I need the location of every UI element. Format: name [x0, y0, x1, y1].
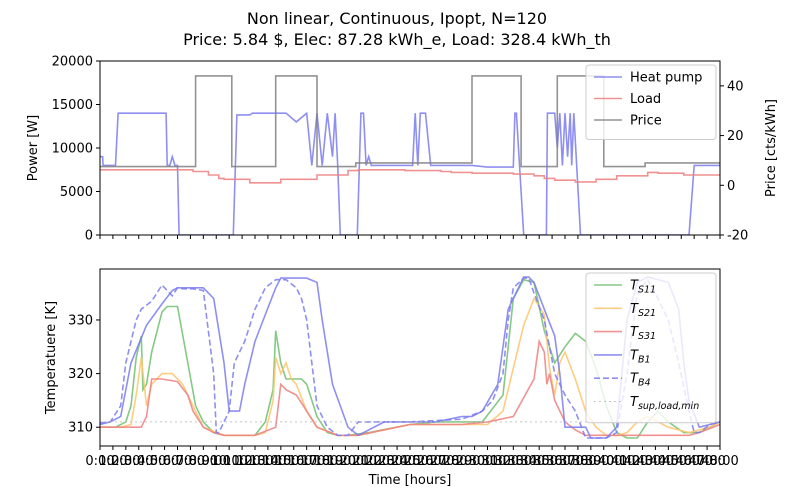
legend-box [585, 272, 717, 424]
figure-title-line2: Price: 5.84 $, Elec: 87.28 kWh_e, Load: … [183, 30, 611, 50]
xtick-label: 22:00 [365, 454, 402, 469]
xtick-label: 27:00 [430, 454, 467, 469]
xtick-label: 19:00 [327, 454, 364, 469]
ylabel: Power [W] [26, 115, 41, 181]
xtick-label: 40:00 [598, 454, 635, 469]
ytick-label: 10000 [52, 142, 93, 157]
xtick-label: 24:00 [391, 454, 428, 469]
ytick-label: 5000 [60, 185, 93, 200]
xtick-label: 33:00 [508, 454, 545, 469]
ytick-right-label: -20 [727, 229, 748, 244]
temperature-plot: 310 320 330 0:001:002:003:004:005:006:007:0… [44, 268, 739, 488]
xtick-label: 9:00 [202, 454, 231, 469]
xtick-label: 47:00 [688, 454, 725, 469]
legend-label: TB4 [630, 372, 651, 389]
xtick-label: 7:00 [176, 454, 205, 469]
legend-label: TS21 [630, 302, 656, 319]
series-line-0 [100, 111, 720, 235]
xtick-label: 43:00 [637, 454, 674, 469]
xtick-label: 8:00 [189, 454, 218, 469]
figure-title-line1: Non linear, Continuous, Ipopt, N=120 [247, 9, 547, 28]
legend: TS11 TS21 TS31 TB1 TB4 Tsup,load,min [585, 272, 717, 424]
xtick-label: 17:00 [301, 454, 338, 469]
xtick-label: 16:00 [288, 454, 325, 469]
xlabel: Time [hours] [368, 473, 452, 488]
legend-label: TS31 [630, 325, 656, 342]
xtick-label: 15:00 [275, 454, 312, 469]
xtick-label: 48:00 [701, 454, 738, 469]
xtick-label: 14:00 [262, 454, 299, 469]
xtick-label: 4:00 [137, 454, 166, 469]
ytick-right-label: 0 [727, 179, 735, 194]
legend-label: TB1 [630, 348, 651, 365]
legend-box [585, 64, 717, 140]
xtick-label: 37:00 [559, 454, 596, 469]
ytick-label: 15000 [52, 98, 93, 113]
legend: Heat pump Load Price [585, 64, 717, 140]
xtick-label: 1:00 [98, 454, 127, 469]
xtick-label: 31:00 [482, 454, 519, 469]
xtick-label: 26:00 [417, 454, 454, 469]
ytick-label: 320 [68, 367, 93, 382]
xtick-label: 44:00 [650, 454, 687, 469]
xtick-label: 42:00 [624, 454, 661, 469]
legend-label: TS11 [630, 279, 656, 296]
xtick-label: 0:00 [85, 454, 114, 469]
power-plot: 0 5000 10000 15000 20000 -20 0 20 40 Power [W] Pri… [26, 55, 779, 244]
xtick-label: 41:00 [611, 454, 648, 469]
xtick-label: 45:00 [663, 454, 700, 469]
xtick-label: 11:00 [223, 454, 260, 469]
xtick-label: 13:00 [249, 454, 286, 469]
xtick-label: 18:00 [314, 454, 351, 469]
xtick-label: 20:00 [340, 454, 377, 469]
xtick-label: 36:00 [546, 454, 583, 469]
series-line-4 [100, 277, 720, 439]
xtick-label: 32:00 [495, 454, 532, 469]
xtick-label: 25:00 [404, 454, 441, 469]
legend-label: Load [630, 92, 661, 107]
ytick-label: 0 [85, 229, 93, 244]
ytick-right-label: 20 [727, 129, 744, 144]
xtick-label: 29:00 [456, 454, 493, 469]
ylabel-right: Price [cts/kWh] [764, 99, 779, 197]
xtick-label: 38:00 [572, 454, 609, 469]
ytick-label: 20000 [52, 55, 93, 70]
ylabel: Temperatuere [K] [44, 301, 59, 415]
xtick-label: 34:00 [520, 454, 557, 469]
series-line-1 [100, 169, 720, 184]
ytick-label: 330 [68, 313, 93, 328]
xtick-label: 5:00 [150, 454, 179, 469]
xtick-label: 21:00 [353, 454, 390, 469]
series-line-2 [100, 338, 720, 437]
legend-label: Price [630, 114, 662, 129]
xtick-label: 35:00 [533, 454, 570, 469]
xtick-label: 28:00 [443, 454, 480, 469]
legend-label: Tsup,load,min [630, 395, 699, 412]
xtick-label: 12:00 [236, 454, 273, 469]
xtick-label: 39:00 [585, 454, 622, 469]
xtick-label: 10:00 [210, 454, 247, 469]
xtick-label: 23:00 [378, 454, 415, 469]
xtick-label: 46:00 [675, 454, 712, 469]
xtick-label: 30:00 [469, 454, 506, 469]
xtick-label: 3:00 [124, 454, 153, 469]
ytick-right-label: 40 [727, 79, 744, 94]
xtick-label: 6:00 [163, 454, 192, 469]
legend-label: Heat pump [630, 71, 702, 86]
ytick-label: 310 [68, 421, 93, 436]
xtick-label: 2:00 [111, 454, 140, 469]
